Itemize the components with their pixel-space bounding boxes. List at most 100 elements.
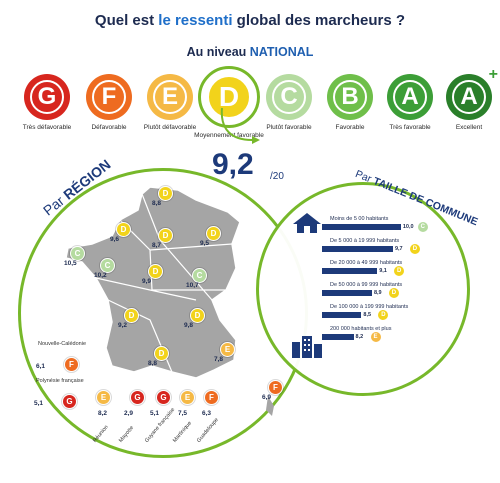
commune-bar-value: 9,7 xyxy=(394,246,403,252)
territory-value: 5,1 xyxy=(150,410,160,417)
rating-label: Moyennement favorable xyxy=(194,132,264,139)
region-badge: D xyxy=(158,228,173,243)
territory-badge: F xyxy=(204,390,219,405)
commune-row-label: De 50 000 à 99 999 habitants xyxy=(330,282,403,288)
rating-label: Plutôt défavorable xyxy=(143,124,197,131)
region-value: 8,8 xyxy=(152,200,162,207)
region-badge: D xyxy=(124,308,139,323)
region-value: 6,9 xyxy=(262,394,272,401)
commune-bar xyxy=(322,290,372,296)
rating-badge-a: A xyxy=(387,74,433,120)
territory-value: 5,1 xyxy=(34,400,44,407)
national-subtitle: Au niveau NATIONAL xyxy=(186,45,314,59)
rating-letter: E xyxy=(153,80,187,114)
territory-value: 7,5 xyxy=(178,410,188,417)
commune-row-label: 200 000 habitants et plus xyxy=(330,326,392,332)
rating-letter: B xyxy=(333,80,367,114)
rating-letter: A xyxy=(393,80,427,114)
commune-bar-value: 10,0 xyxy=(402,224,414,230)
region-badge: C xyxy=(70,246,85,261)
rating-label: Très favorable xyxy=(389,124,431,131)
rating-letter: A xyxy=(452,80,486,114)
national-score: 9,2 xyxy=(212,148,254,181)
rating-letter: C xyxy=(272,80,306,114)
territory-value: 6,1 xyxy=(36,363,46,370)
national-score-denominator: /20 xyxy=(270,171,284,182)
region-value: 8,8 xyxy=(148,360,158,367)
commune-row-label: Moins de 5 00 habitants xyxy=(330,216,389,222)
territory-value: 6,3 xyxy=(202,410,212,417)
region-value: 9,2 xyxy=(118,322,128,329)
commune-bar-value: 8,5 xyxy=(363,312,372,318)
region-value: 9,5 xyxy=(200,240,210,247)
region-badge: C xyxy=(100,258,115,273)
territory-badge: F xyxy=(64,357,79,372)
commune-badge: D xyxy=(394,266,405,276)
rating-label: Défavorable xyxy=(91,124,127,131)
rating-letter: F xyxy=(92,80,126,114)
region-badge: D xyxy=(116,222,131,237)
region-badge: D xyxy=(190,308,205,323)
territory-value: 2,9 xyxy=(124,410,134,417)
rating-label: Excellent xyxy=(455,124,483,131)
territory-badge: G xyxy=(130,390,145,405)
rating-badge-e: E xyxy=(147,74,193,120)
region-badge: D xyxy=(148,264,163,279)
commune-bar xyxy=(322,224,401,230)
rating-letter: G xyxy=(30,80,64,114)
rating-badge-g: G xyxy=(24,74,70,120)
commune-badge: C xyxy=(417,222,428,232)
region-value: 10,7 xyxy=(186,282,199,289)
territory-badge: E xyxy=(180,390,195,405)
region-badge: E xyxy=(220,342,235,357)
territory-name: Polynésie française xyxy=(36,378,84,384)
commune-bar-value: 8,2 xyxy=(355,334,364,340)
commune-bar xyxy=(322,312,362,318)
region-badge: D xyxy=(206,226,221,241)
commune-bar-value: 8,9 xyxy=(373,290,382,296)
plus-sign: + xyxy=(488,66,498,83)
city-buildings-icon xyxy=(292,336,322,358)
commune-row-label: De 5 000 à 19 999 habitants xyxy=(330,238,400,244)
commune-badge: D xyxy=(378,310,389,320)
rating-badge-f: F xyxy=(86,74,132,120)
page-title: Quel est le ressenti global des marcheur… xyxy=(94,12,406,29)
territory-badge: E xyxy=(96,390,111,405)
territory-badge: G xyxy=(62,394,77,409)
region-badge: D xyxy=(154,346,169,361)
commune-badge: E xyxy=(370,332,381,342)
territory-value: 8,2 xyxy=(98,410,108,417)
rating-label: Plutôt favorable xyxy=(266,124,312,131)
territory-name: Nouvelle-Calédonie xyxy=(38,341,87,347)
rating-badge-a: A + xyxy=(446,66,498,120)
commune-badge: D xyxy=(409,244,420,254)
commune-badge: D xyxy=(388,288,399,298)
region-value: 9,9 xyxy=(142,278,152,285)
region-badge: D xyxy=(158,186,173,201)
commune-panel xyxy=(256,182,470,396)
region-badge: F xyxy=(268,380,283,395)
rating-label: Favorable xyxy=(335,124,365,131)
commune-bar xyxy=(322,334,354,340)
territory-badge: G xyxy=(156,390,171,405)
commune-bar xyxy=(322,246,393,252)
region-value: 9,6 xyxy=(110,236,120,243)
region-value: 10,2 xyxy=(94,272,107,279)
rating-badge-b: B xyxy=(327,74,373,120)
region-badge: C xyxy=(192,268,207,283)
region-value: 10,5 xyxy=(64,260,77,267)
commune-row-label: De 100 000 à 199 999 habitants xyxy=(330,304,409,310)
commune-bar-value: 9,1 xyxy=(379,268,387,274)
rating-letter: D xyxy=(207,75,251,119)
commune-bar xyxy=(322,268,378,274)
region-value: 9,8 xyxy=(184,322,194,329)
commune-row-label: De 20 000 à 49 999 habitants xyxy=(330,260,403,266)
region-value: 8,7 xyxy=(152,242,162,249)
region-value: 7,8 xyxy=(214,356,224,363)
rating-badge-d: D xyxy=(198,66,260,128)
rating-badge-c: C xyxy=(266,74,312,120)
rating-label: Très défavorable xyxy=(22,124,72,131)
house-icon xyxy=(293,213,321,233)
